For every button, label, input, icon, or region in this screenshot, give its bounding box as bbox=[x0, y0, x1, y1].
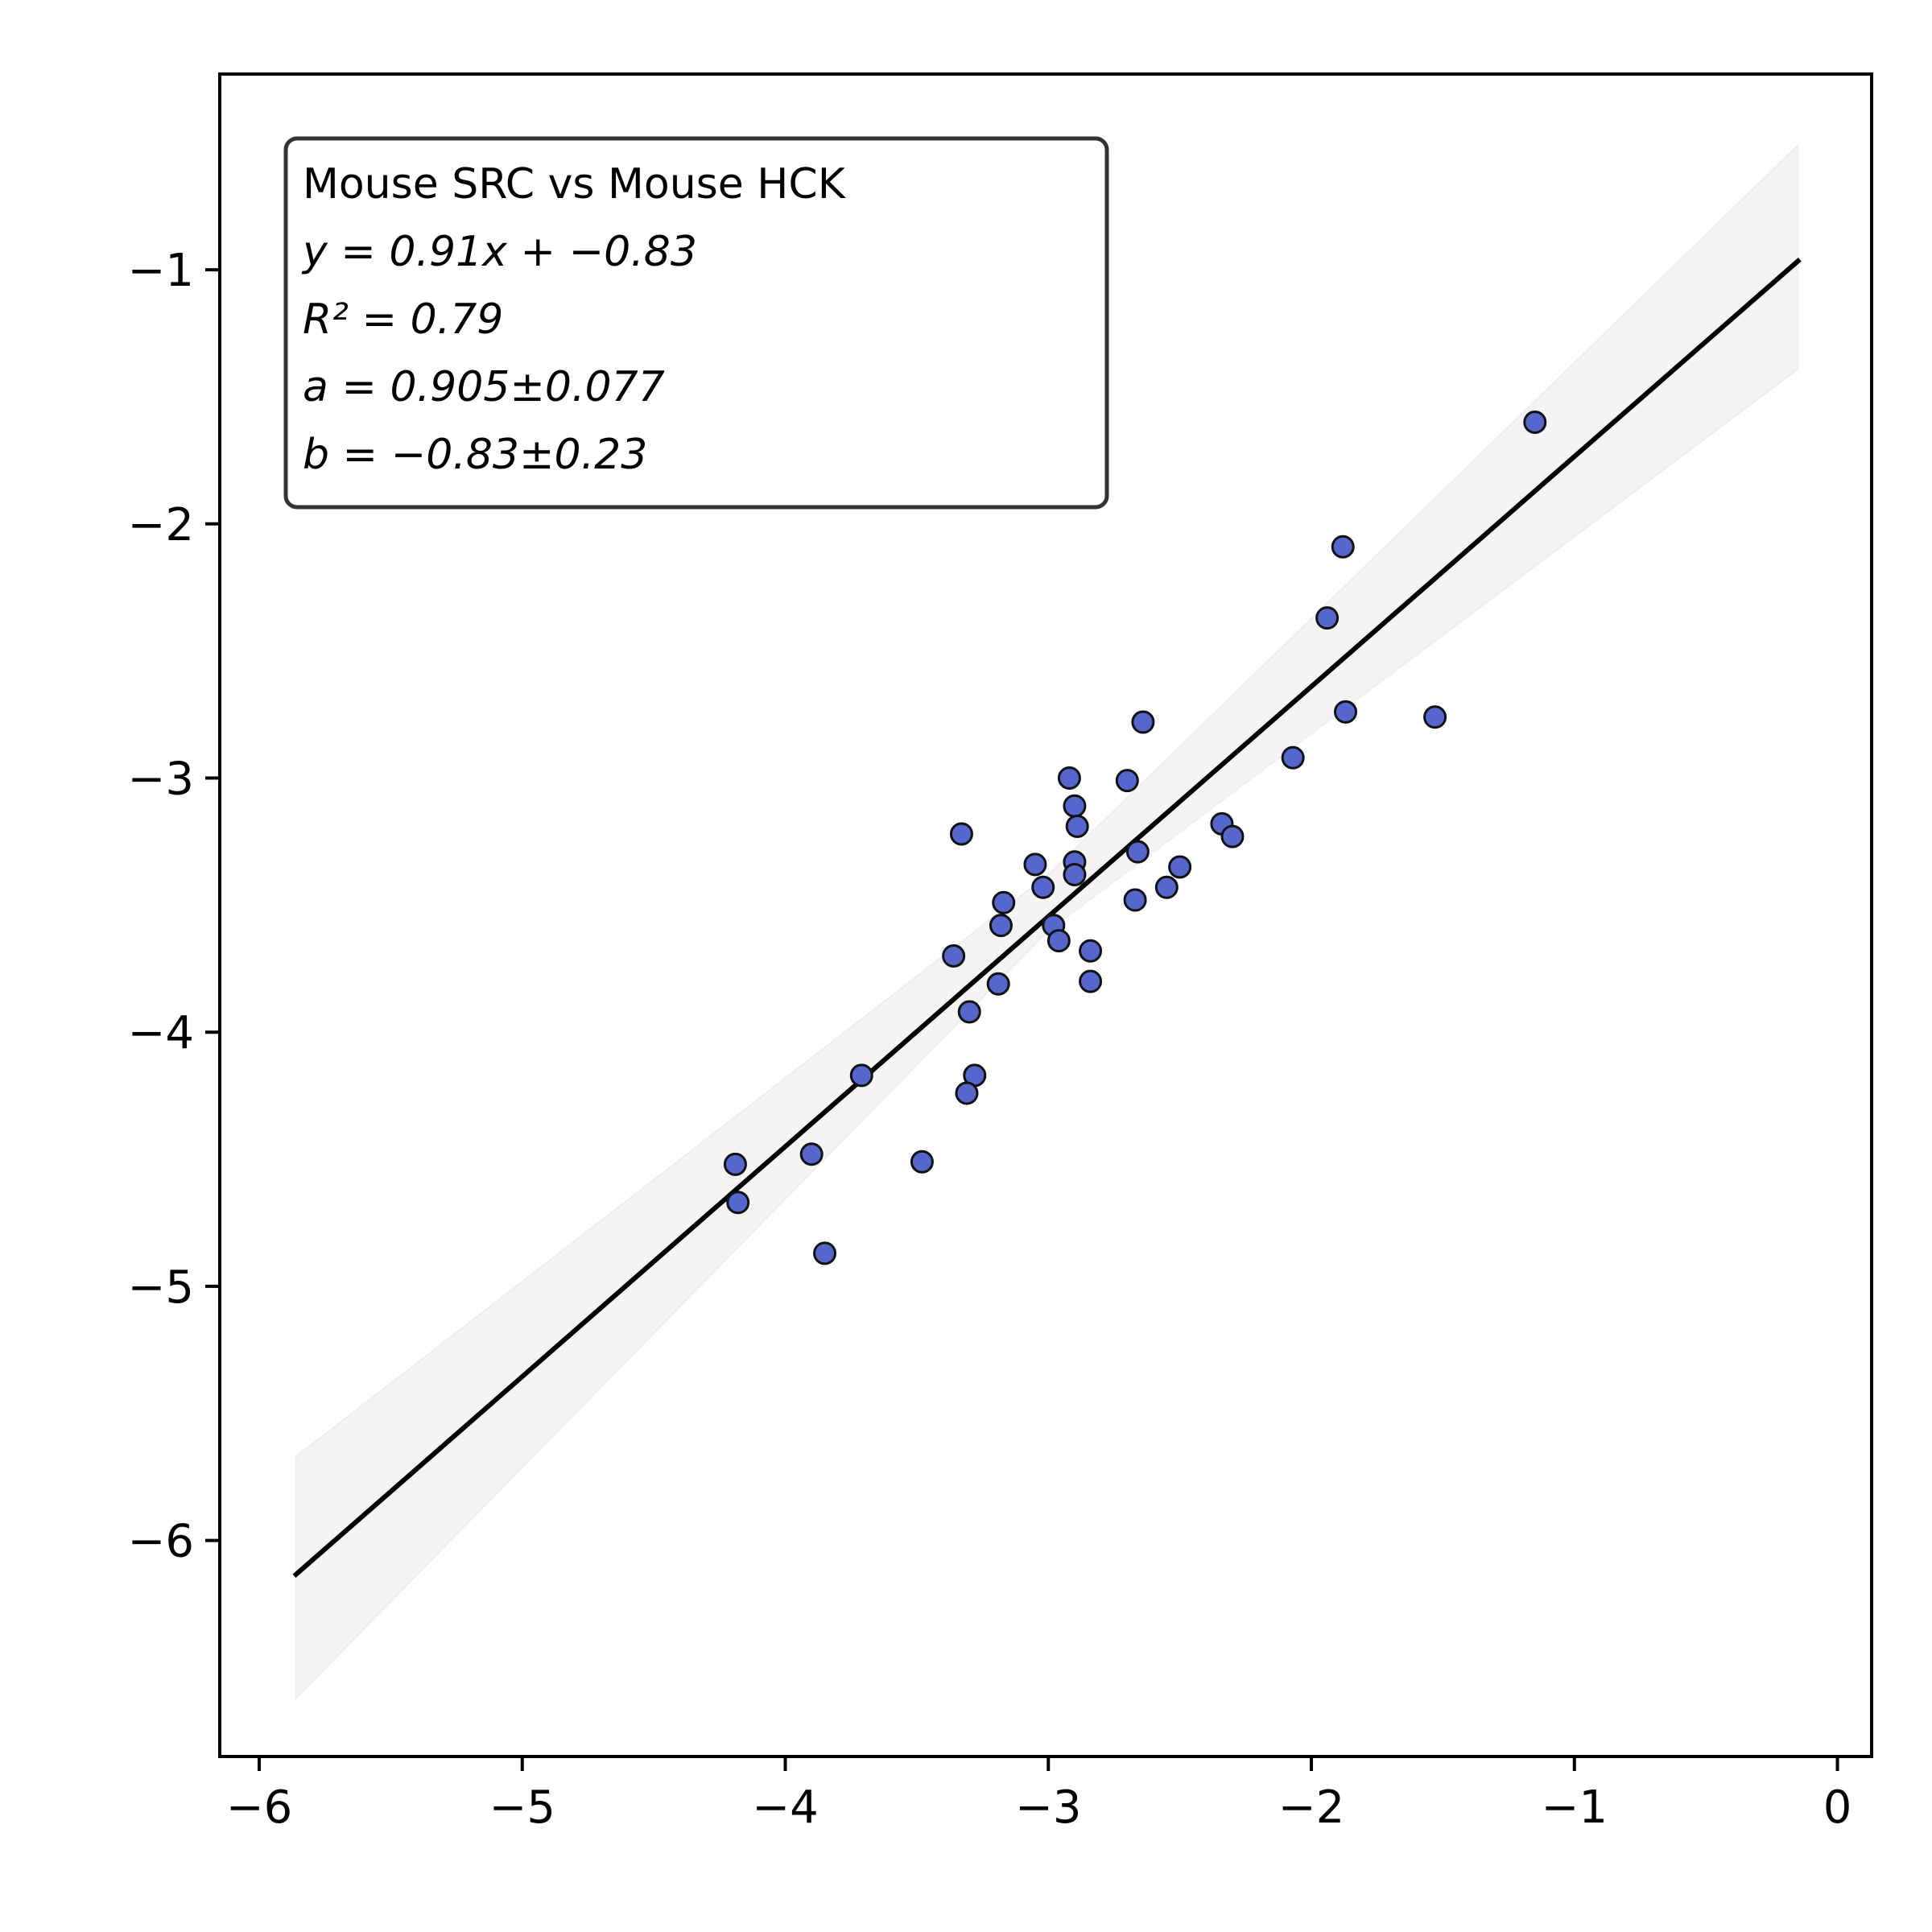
data-point bbox=[1125, 840, 1150, 864]
plot-frame bbox=[218, 72, 1873, 1758]
y-tick-label: −6 bbox=[127, 1516, 194, 1568]
data-point bbox=[1523, 411, 1547, 435]
data-point bbox=[986, 972, 1010, 996]
data-point bbox=[1281, 745, 1305, 770]
annotation-box: Mouse SRC vs Mouse HCK y = 0.91x + −0.83… bbox=[283, 136, 1109, 510]
data-point bbox=[1031, 875, 1055, 899]
data-point bbox=[957, 1000, 981, 1024]
data-point bbox=[989, 914, 1013, 938]
y-tick-label: −1 bbox=[127, 245, 194, 297]
x-tick-label: −2 bbox=[1278, 1781, 1345, 1834]
data-point bbox=[910, 1150, 934, 1174]
data-point bbox=[849, 1063, 873, 1088]
data-point bbox=[1057, 766, 1081, 791]
data-point bbox=[1063, 862, 1087, 886]
data-point bbox=[1063, 794, 1087, 818]
data-point bbox=[1079, 969, 1103, 993]
annotation-line-intercept: b = −0.83±0.23 bbox=[303, 431, 647, 479]
y-tick-label: −5 bbox=[127, 1261, 194, 1314]
annotation-line-slope: a = 0.905±0.077 bbox=[303, 363, 665, 411]
data-point bbox=[1168, 855, 1192, 879]
annotation-line-r-squared: R² = 0.79 bbox=[303, 295, 503, 344]
y-tick-label: −3 bbox=[127, 753, 194, 806]
data-point bbox=[942, 944, 966, 968]
data-point bbox=[955, 1081, 979, 1105]
x-tick-label: −6 bbox=[226, 1781, 293, 1834]
data-point bbox=[1331, 535, 1355, 559]
y-tick-label: −4 bbox=[127, 1007, 194, 1059]
data-point bbox=[726, 1191, 750, 1215]
data-point bbox=[1115, 769, 1139, 793]
x-tick-label: −1 bbox=[1541, 1781, 1608, 1834]
data-point bbox=[799, 1142, 824, 1166]
data-point bbox=[1046, 929, 1071, 953]
data-point bbox=[1220, 824, 1245, 848]
data-point bbox=[1065, 815, 1089, 839]
data-points-layer bbox=[723, 411, 1547, 1265]
data-point bbox=[1315, 606, 1340, 630]
x-tick-label: −3 bbox=[1015, 1781, 1082, 1834]
data-point bbox=[813, 1241, 837, 1265]
data-point bbox=[1079, 939, 1103, 963]
data-point bbox=[1333, 700, 1357, 724]
data-point bbox=[949, 822, 973, 846]
data-point bbox=[1423, 705, 1447, 729]
annotation-line-equation: y = 0.91x + −0.83 bbox=[301, 228, 697, 276]
x-tick-label: −4 bbox=[752, 1781, 819, 1834]
x-tick-label: 0 bbox=[1823, 1781, 1852, 1834]
data-point bbox=[723, 1152, 747, 1176]
data-point bbox=[1131, 710, 1155, 734]
data-point bbox=[992, 890, 1016, 914]
data-point bbox=[1154, 875, 1179, 899]
annotation-line-title: Mouse SRC vs Mouse HCK bbox=[303, 160, 847, 208]
data-point bbox=[1123, 888, 1147, 912]
annotation-box-frame bbox=[283, 136, 1109, 510]
data-point bbox=[1023, 852, 1047, 877]
y-tick-label: −2 bbox=[127, 499, 194, 551]
axes-layer: −6 −5 −4 −3 −2 −1 0 −6 −5 −4 −3 −2 −1 bbox=[127, 72, 1873, 1834]
x-tick-label: −5 bbox=[489, 1781, 555, 1834]
